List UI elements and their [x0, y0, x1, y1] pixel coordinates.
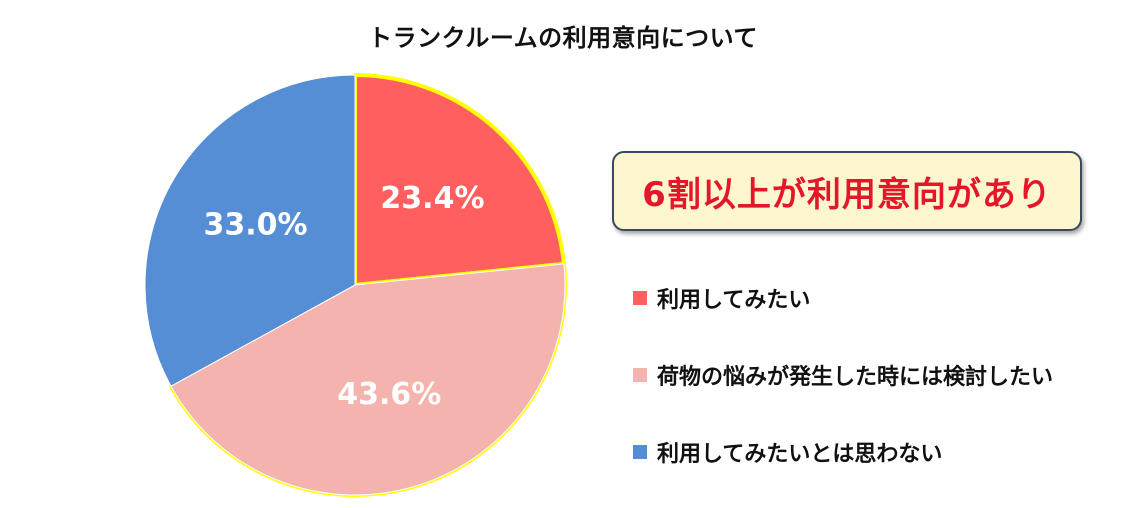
callout-box: 6割以上が利用意向があり	[612, 151, 1082, 231]
callout-text: 6割以上が利用意向があり	[642, 174, 1052, 215]
legend-swatch-kentou	[633, 368, 647, 382]
legend-label-riyou: 利用してみたい	[657, 288, 811, 313]
legend-swatch-riyou	[633, 291, 647, 305]
pie-value-label-2: 33.0%	[204, 208, 308, 243]
legend-item-riyou: 利用してみたい	[633, 282, 810, 314]
pie-slice-2	[144, 74, 356, 387]
legend-item-omowanai: 利用してみたいとは思わない	[633, 436, 942, 468]
pie-slice-outline-0	[353, 73, 566, 287]
pie-value-label-0: 23.4%	[380, 181, 484, 216]
legend-swatch-omowanai	[633, 445, 647, 459]
legend-label-omowanai: 利用してみたいとは思わない	[657, 442, 943, 467]
pie-value-label-1: 43.6%	[337, 377, 441, 412]
legend-item-kentou: 荷物の悩みが発生した時には検討したい	[633, 359, 1053, 391]
chart-title: トランクルームの利用意向について	[368, 24, 758, 52]
legend-label-kentou: 荷物の悩みが発生した時には検討したい	[657, 365, 1054, 390]
pie-slice-1	[170, 263, 566, 496]
